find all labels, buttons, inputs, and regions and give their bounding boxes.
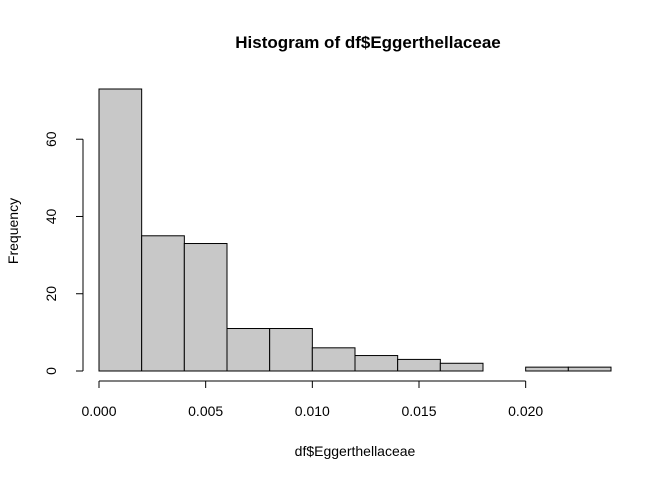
x-tick-label: 0.005 [188, 403, 223, 419]
histogram-bar [226, 328, 271, 372]
histogram-bar [354, 355, 399, 372]
histogram-bar [439, 362, 484, 372]
x-axis: 0.000 0.005 0.010 0.015 0.020 [81, 380, 543, 419]
histogram-bar [183, 243, 228, 372]
x-tick-label: 0.010 [295, 403, 330, 419]
x-tick-label: 0.020 [508, 403, 543, 419]
histogram-bar [311, 347, 356, 372]
x-tick-label: 0.015 [401, 403, 436, 419]
histogram-bar [397, 358, 441, 372]
y-axis-label: Frequency [5, 198, 21, 264]
y-axis: 0 20 40 60 [43, 131, 84, 375]
histogram-bar [141, 235, 185, 372]
y-tick-label: 40 [43, 208, 59, 224]
histogram-bar [567, 366, 612, 372]
histogram-bar [525, 366, 569, 372]
chart-title: Histogram of df$Eggerthellaceae [235, 33, 500, 52]
y-tick-label: 0 [43, 367, 59, 375]
histogram-bars [98, 88, 612, 372]
y-tick-label: 60 [43, 131, 59, 147]
x-axis-label: df$Eggerthellaceae [295, 443, 416, 459]
histogram-bar [98, 88, 143, 372]
histogram-bar [269, 328, 313, 372]
x-tick-label: 0.000 [81, 403, 116, 419]
y-tick-label: 20 [43, 286, 59, 302]
